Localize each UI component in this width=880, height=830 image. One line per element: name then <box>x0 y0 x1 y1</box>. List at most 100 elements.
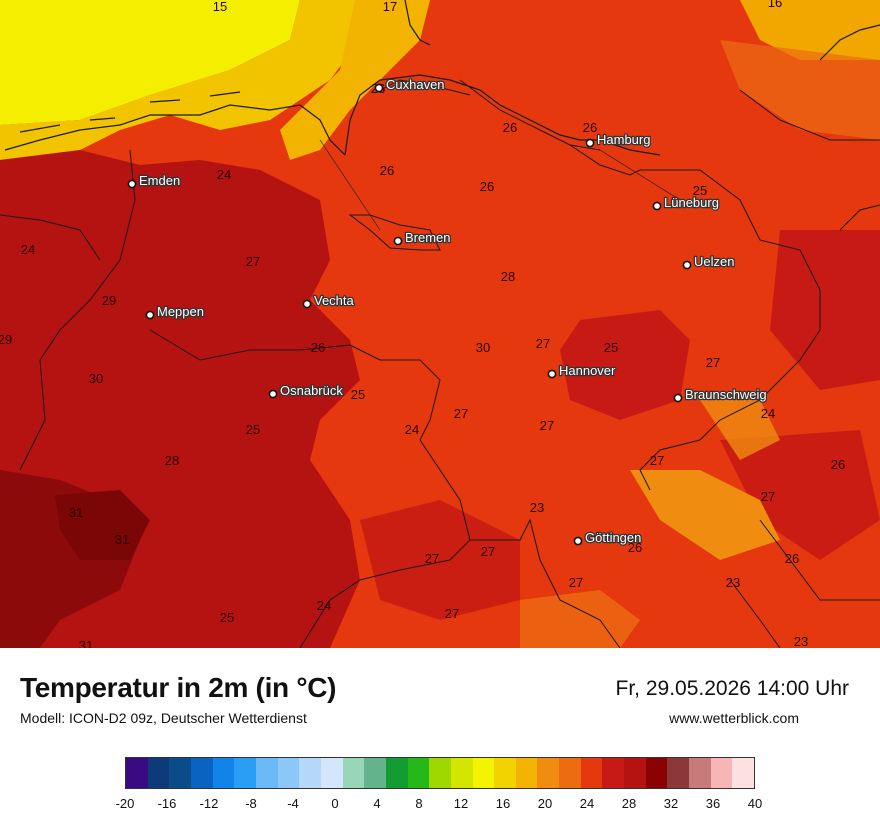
color-scale-swatch <box>732 758 755 788</box>
temperature-value: 24 <box>405 422 419 437</box>
color-scale-swatch <box>515 758 538 788</box>
color-scale-tick: 20 <box>537 796 553 811</box>
color-scale-tick: 8 <box>415 796 423 811</box>
color-scale-tick: 32 <box>663 796 679 811</box>
city-label-bremen: Bremen <box>405 230 451 245</box>
city-markers: Cuxhaven Hamburg Emden Lüneburg Bremen Uelzen… <box>127 76 768 546</box>
hot-patch-hannover <box>560 310 690 420</box>
color-scale-swatch <box>126 758 148 788</box>
temperature-value: 27 <box>761 489 775 504</box>
city-label-hamburg: Hamburg <box>597 132 650 147</box>
temperature-value: 27 <box>540 418 554 433</box>
city-marker-bremen <box>393 236 403 246</box>
city-label-braunschweig: Braunschweig <box>685 387 767 402</box>
temperature-value: 28 <box>165 453 179 468</box>
temperature-value: 26 <box>583 120 597 135</box>
temperature-value: 24 <box>317 598 331 613</box>
city-label-lüneburg: Lüneburg <box>664 195 719 210</box>
temperature-value: 26 <box>831 457 845 472</box>
color-scale-swatch <box>320 758 343 788</box>
temperature-value: 26 <box>311 340 325 355</box>
color-scale-swatch <box>645 758 668 788</box>
city-marker-vechta <box>302 299 312 309</box>
color-scale-swatch <box>580 758 603 788</box>
color-scale-swatch <box>450 758 473 788</box>
temperature-value: 24 <box>761 406 775 421</box>
temperature-value: 15 <box>213 0 227 14</box>
color-scale-tick: 4 <box>373 796 381 811</box>
city-label-vechta: Vechta <box>314 293 355 308</box>
city-marker-emden <box>127 179 137 189</box>
orange-patch-harz <box>630 470 780 560</box>
color-scale-swatch <box>299 758 321 788</box>
color-scale-tick: -20 <box>115 796 135 811</box>
temperature-map: 15 17 16 26 26 26 26 26 24 25 27 28 24 29 29 30 30 27 25 27… <box>0 0 880 648</box>
color-scale-swatch <box>342 758 365 788</box>
temperature-value: 26 <box>380 163 394 178</box>
temperature-value: 25 <box>220 610 234 625</box>
temperature-value: 31 <box>69 505 83 520</box>
color-scale-tick: -8 <box>245 796 257 811</box>
temperature-value: 25 <box>246 422 260 437</box>
forecast-datetime: Fr, 29.05.2026 14:00 Uhr <box>615 677 850 700</box>
city-label-göttingen: Göttingen <box>585 530 641 545</box>
coastline <box>4 0 880 156</box>
temperature-value: 27 <box>706 355 720 370</box>
temperature-value: 27 <box>569 575 583 590</box>
hot-patch-east <box>770 230 880 390</box>
city-marker-hannover <box>547 369 557 379</box>
temperature-value: 29 <box>102 293 116 308</box>
temperature-value: 28 <box>501 269 515 284</box>
color-scale <box>125 757 755 789</box>
color-scale-tick: -16 <box>157 796 177 811</box>
temperature-value: 16 <box>768 0 782 10</box>
temperature-value: 27 <box>481 544 495 559</box>
map-title: Temperatur in 2m (in °C) <box>20 672 337 703</box>
temperature-value: 31 <box>79 638 93 648</box>
rivers <box>319 139 681 231</box>
color-scale-swatch <box>407 758 430 788</box>
temperature-value: 25 <box>693 183 707 198</box>
city-marker-meppen <box>145 310 155 320</box>
color-scale-tick: 12 <box>453 796 469 811</box>
temperature-value: 27 <box>536 336 550 351</box>
temperature-value: 26 <box>628 540 642 555</box>
temperature-value: 26 <box>480 179 494 194</box>
temperature-value: 24 <box>217 167 231 182</box>
temperature-value: 24 <box>21 242 35 257</box>
color-scale-ticks: -20 -16 -12 -8 -4 0 4 8 12 16 20 24 28 32 36 40 <box>115 796 765 814</box>
city-marker-lüneburg <box>652 201 662 211</box>
state-borders <box>0 79 880 648</box>
city-marker-uelzen <box>682 260 692 270</box>
temperature-value: 25 <box>351 387 365 402</box>
website-link[interactable]: www.wetterblick.com <box>669 710 799 726</box>
color-scale-tick: 0 <box>331 796 339 811</box>
temperature-value: 27 <box>454 406 468 421</box>
color-scale-tick: -12 <box>199 796 219 811</box>
temperature-value: 25 <box>604 340 618 355</box>
temperature-value: 17 <box>383 0 397 14</box>
color-scale-swatch <box>385 758 408 788</box>
city-marker-braunschweig <box>673 393 683 403</box>
color-scale-swatch <box>559 758 581 788</box>
color-scale-swatch <box>494 758 516 788</box>
color-scale-tick: 36 <box>705 796 721 811</box>
temperature-value: 27 <box>425 551 439 566</box>
city-marker-hamburg <box>585 138 595 148</box>
city-marker-göttingen <box>573 536 583 546</box>
city-label-osnabrück: Osnabrück <box>280 383 343 398</box>
city-label-emden: Emden <box>139 173 180 188</box>
color-scale-swatch <box>689 758 711 788</box>
temperature-value: 30 <box>476 340 490 355</box>
city-label-hannover: Hannover <box>559 363 616 378</box>
city-label-uelzen: Uelzen <box>694 254 734 269</box>
color-scale-swatch <box>429 758 451 788</box>
north-sea-region <box>0 0 300 125</box>
temperature-value: 29 <box>0 332 12 347</box>
color-scale-swatch <box>624 758 646 788</box>
city-label-cuxhaven: Cuxhaven <box>386 77 445 92</box>
hot-patch-south <box>360 500 520 620</box>
temperature-value: 26 <box>503 120 517 135</box>
color-scale-tick: -4 <box>287 796 299 811</box>
model-subtitle: Modell: ICON-D2 09z, Deutscher Wetterdie… <box>20 710 307 726</box>
